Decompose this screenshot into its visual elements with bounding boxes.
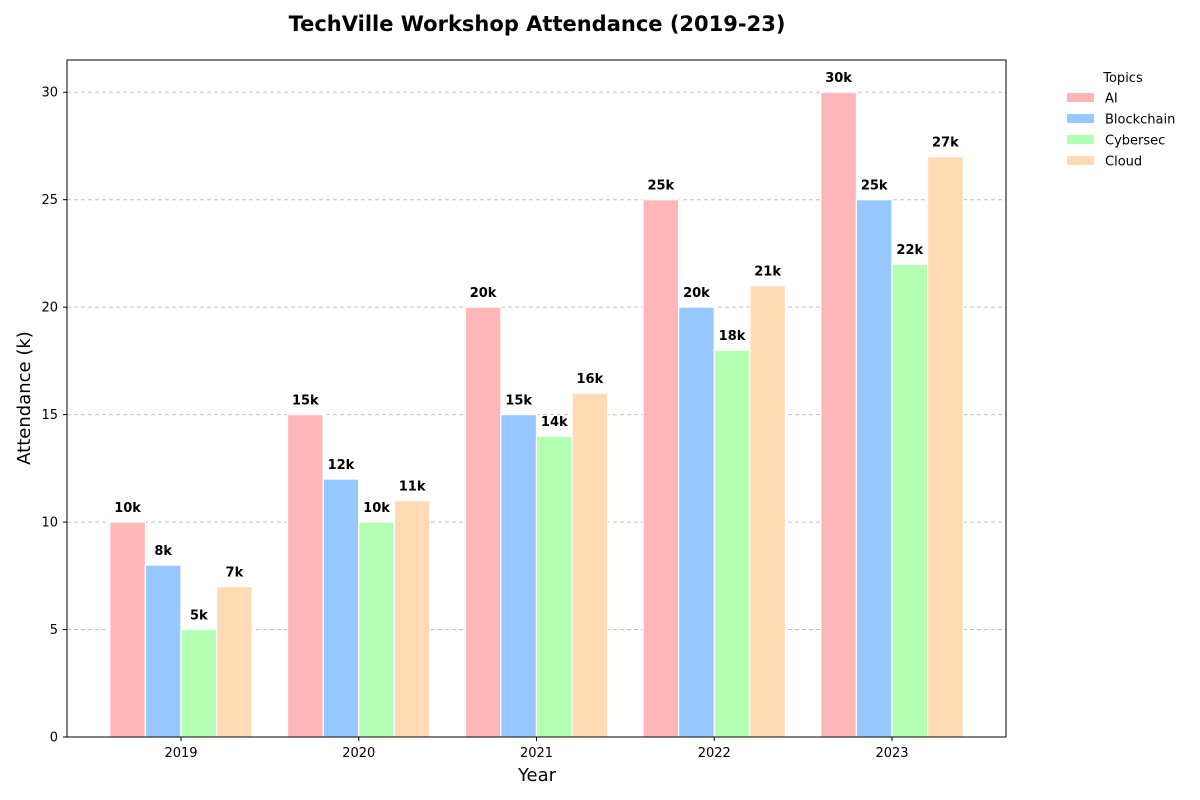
data-label: 21k xyxy=(754,265,781,280)
bar-ai-2019 xyxy=(109,521,147,738)
x-tick-label: 2023 xyxy=(875,746,908,761)
y-tick-label: 5 xyxy=(50,623,58,638)
legend-items: AI Blockchain Cybersec Cloud xyxy=(1067,92,1175,170)
bar-blockchain-2022 xyxy=(678,306,715,738)
x-tick-label: 2019 xyxy=(164,746,197,761)
bar-ai-2023 xyxy=(820,91,857,738)
data-label: 22k xyxy=(896,243,923,258)
bar-cloud-2023 xyxy=(926,156,964,738)
legend-title: Topics xyxy=(1102,71,1143,86)
bar-cloud-2020 xyxy=(393,499,431,738)
data-label: 20k xyxy=(470,286,497,301)
x-axis-ticks: 2019 2020 2021 2022 2023 xyxy=(164,737,909,761)
bar-cybersec-2023 xyxy=(891,263,929,738)
bars xyxy=(109,91,964,738)
legend-swatch-ai xyxy=(1067,93,1094,102)
bar-blockchain-2023 xyxy=(855,199,893,738)
data-label: 12k xyxy=(328,458,355,473)
data-label: 16k xyxy=(577,372,604,387)
data-label: 11k xyxy=(399,480,426,495)
data-label: 15k xyxy=(505,394,532,409)
data-label: 27k xyxy=(932,136,959,151)
legend-label-cybersec: Cybersec xyxy=(1105,134,1165,149)
y-tick-label: 30 xyxy=(41,86,58,101)
y-tick-label: 25 xyxy=(41,193,58,208)
x-axis-label: Year xyxy=(517,765,557,786)
legend-swatch-blockchain xyxy=(1067,114,1094,123)
legend-swatch-cloud xyxy=(1067,156,1094,165)
data-label: 10k xyxy=(363,501,390,516)
data-label: 14k xyxy=(541,415,568,430)
bar-blockchain-2019 xyxy=(144,564,182,738)
bar-cloud-2022 xyxy=(749,285,787,738)
y-axis-label: Attendance (k) xyxy=(14,331,35,465)
bar-ai-2021 xyxy=(464,306,502,738)
y-tick-label: 10 xyxy=(41,516,58,531)
bar-blockchain-2020 xyxy=(322,478,360,738)
data-label: 7k xyxy=(226,566,244,581)
data-label: 25k xyxy=(861,179,888,194)
legend-label-cloud: Cloud xyxy=(1105,155,1142,170)
bar-blockchain-2021 xyxy=(500,414,538,738)
bar-cybersec-2022 xyxy=(713,349,751,738)
x-tick-label: 2021 xyxy=(520,746,553,761)
bar-cloud-2019 xyxy=(216,585,253,738)
data-label: 10k xyxy=(114,501,141,516)
bar-ai-2020 xyxy=(286,414,324,738)
data-label: 15k xyxy=(292,394,319,409)
data-label: 30k xyxy=(825,71,852,86)
data-label: 18k xyxy=(719,329,746,344)
chart-title: TechVille Workshop Attendance (2019-23) xyxy=(289,12,786,36)
data-labels: 10k 8k 5k 7k 15k 12k 10k 11k 20k 15k 14k 16k 25k 20k 1… xyxy=(114,71,959,623)
legend-label-ai: AI xyxy=(1105,92,1118,107)
bar-cybersec-2020 xyxy=(358,521,395,738)
y-tick-label: 20 xyxy=(41,301,58,316)
bar-cybersec-2021 xyxy=(535,435,573,738)
bar-ai-2022 xyxy=(642,199,680,738)
y-tick-label: 0 xyxy=(50,731,58,746)
data-label: 20k xyxy=(683,286,710,301)
legend: Topics AI Blockchain Cybersec Cloud xyxy=(1067,71,1175,170)
legend-label-blockchain: Blockchain xyxy=(1105,113,1175,128)
y-axis-ticks: 0 5 10 15 20 25 30 xyxy=(41,86,67,746)
data-label: 5k xyxy=(190,609,208,624)
bar-cloud-2021 xyxy=(571,392,609,738)
legend-swatch-cybersec xyxy=(1067,135,1094,144)
data-label: 25k xyxy=(647,179,674,194)
data-label: 8k xyxy=(154,544,172,559)
bar-cybersec-2019 xyxy=(180,628,218,738)
y-tick-label: 15 xyxy=(41,408,58,423)
x-tick-label: 2022 xyxy=(698,746,731,761)
x-tick-label: 2020 xyxy=(342,746,375,761)
